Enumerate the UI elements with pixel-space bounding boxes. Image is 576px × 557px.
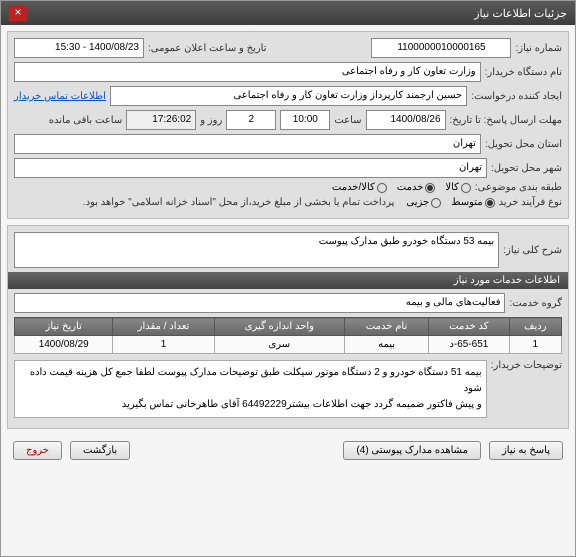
creator-label: ایجاد کننده درخواست: [471, 91, 562, 102]
general-title-label: شرح کلی نیاز: [503, 245, 562, 256]
process-note: پرداخت تمام یا بخشی از مبلغ خرید،از محل … [83, 197, 395, 208]
buyer-desc-label: توضیحات خریدار: [491, 360, 562, 371]
announce-field: 1400/08/23 - 15:30 [14, 38, 144, 58]
general-title-field: بیمه 53 دستگاه خودرو طبق مدارک پیوست [14, 232, 499, 268]
attachments-button[interactable]: مشاهده مدارک پیوستی (4) [343, 441, 481, 460]
footer-bar: پاسخ به نیاز مشاهده مدارک پیوستی (4) باز… [7, 435, 569, 466]
radio-khedmat[interactable]: خدمت [397, 182, 436, 193]
group-field: فعالیت‌های مالی و بیمه [14, 293, 505, 313]
buyer-desc-field: بیمه 51 دستگاه خودرو و 2 دستگاه موتور سی… [14, 360, 487, 418]
table-row[interactable]: 1 65-651-د بیمه سری 1 1400/08/29 [15, 336, 562, 354]
deadline-date: 1400/08/26 [366, 110, 446, 130]
radio-medium[interactable]: متوسط [451, 197, 494, 208]
province-label: استان محل تحویل: [485, 139, 562, 150]
radio-kala[interactable]: کالا [445, 182, 471, 193]
hour-label: ساعت [334, 115, 361, 126]
buyer-label: نام دستگاه خریدار: [485, 67, 562, 78]
announce-label: تاریخ و ساعت اعلان عمومی: [148, 43, 267, 54]
window-title: جزئیات اطلاعات نیاز [474, 7, 567, 20]
dialog-window: جزئیات اطلاعات نیاز × شماره نیاز: 110000… [0, 0, 576, 557]
services-header: اطلاعات خدمات مورد نیاز [8, 272, 568, 289]
contact-link[interactable]: اطلاعات تماس خریدار [14, 91, 106, 102]
creator-field: حسین ارجمند کارپرداز وزارت تعاون کار و ر… [110, 86, 467, 106]
exit-button[interactable]: خروج [13, 441, 62, 460]
buyer-field: وزارت تعاون کار و رفاه اجتماعی [14, 62, 481, 82]
radio-minor[interactable]: جزیی [406, 197, 441, 208]
need-no-label: شماره نیاز: [515, 43, 562, 54]
col-code: کد خدمت [429, 318, 510, 336]
col-unit: واحد اندازه گیری [214, 318, 345, 336]
day-val: 2 [226, 110, 276, 130]
deadline-label: مهلت ارسال پاسخ: تا تاریخ: [450, 115, 562, 126]
deadline-hour: 10:00 [280, 110, 330, 130]
main-panel: شماره نیاز: 1100000010000165 تاریخ و ساع… [7, 31, 569, 219]
back-button[interactable]: بازگشت [70, 441, 130, 460]
col-date: تاریخ نیاز [15, 318, 113, 336]
titlebar: جزئیات اطلاعات نیاز × [1, 1, 575, 25]
subject-radios: کالا خدمت کالا/خدمت [332, 182, 471, 193]
col-row: ردیف [509, 318, 561, 336]
col-name: نام خدمت [345, 318, 429, 336]
day-label: روز و [200, 115, 222, 126]
process-radios: متوسط جزیی [406, 197, 494, 208]
radio-both[interactable]: کالا/خدمت [332, 182, 387, 193]
remain-val: 17:26:02 [126, 110, 196, 130]
process-label: نوع فرآیند خرید [499, 197, 562, 208]
remain-label: ساعت باقی مانده [49, 115, 122, 126]
close-icon[interactable]: × [9, 5, 27, 21]
city-label: شهر محل تحویل: [491, 163, 562, 174]
col-qty: تعداد / مقدار [113, 318, 214, 336]
details-panel: شرح کلی نیاز: بیمه 53 دستگاه خودرو طبق م… [7, 225, 569, 429]
city-field: تهران [14, 158, 487, 178]
services-table: ردیف کد خدمت نام خدمت واحد اندازه گیری ت… [14, 317, 562, 354]
content-area: شماره نیاز: 1100000010000165 تاریخ و ساع… [1, 25, 575, 472]
reply-button[interactable]: پاسخ به نیاز [489, 441, 563, 460]
group-label: گروه خدمت: [509, 298, 562, 309]
subject-cat-label: طبقه بندی موضوعی: [475, 182, 562, 193]
need-no-field: 1100000010000165 [371, 38, 511, 58]
province-field: تهران [14, 134, 481, 154]
